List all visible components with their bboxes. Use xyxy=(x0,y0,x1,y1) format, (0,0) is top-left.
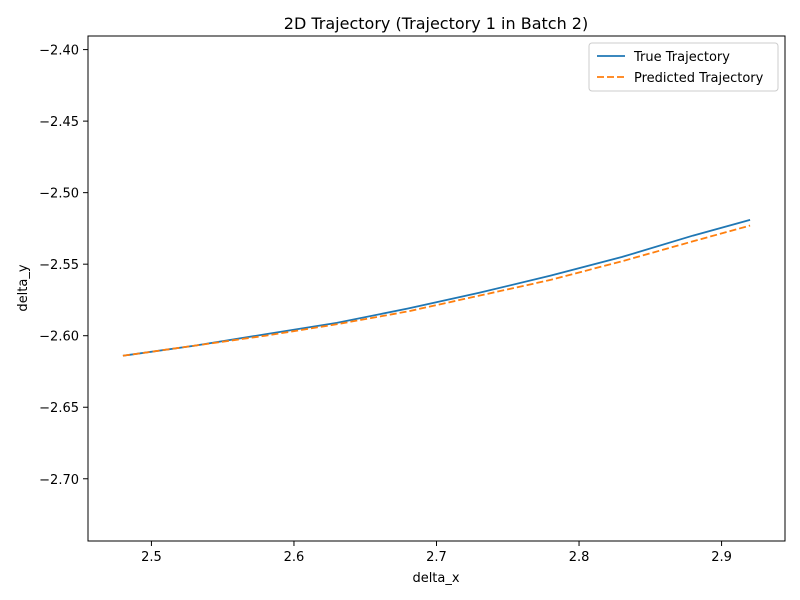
series-line-predicted-trajectory xyxy=(122,224,751,357)
x-axis-label: delta_x xyxy=(412,571,459,586)
x-tick-label: 2.7 xyxy=(426,550,447,565)
y-tick-label: −2.45 xyxy=(39,115,79,130)
plot-area xyxy=(122,218,751,357)
x-tick-label: 2.5 xyxy=(141,550,162,565)
x-tick-label: 2.8 xyxy=(569,550,590,565)
y-tick-label: −2.50 xyxy=(39,187,79,202)
x-axis: 2.5 2.6 2.7 2.8 2.9 xyxy=(141,541,732,565)
legend: True Trajectory Predicted Trajectory xyxy=(588,42,779,92)
y-tick-label: −2.70 xyxy=(39,473,79,488)
y-tick-label: −2.40 xyxy=(39,44,79,59)
y-tick-label: −2.65 xyxy=(39,401,79,416)
chart-title: 2D Trajectory (Trajectory 1 in Batch 2) xyxy=(284,14,588,33)
legend-box xyxy=(588,42,779,92)
legend-label: True Trajectory xyxy=(633,50,730,65)
y-axis: −2.40 −2.45 −2.50 −2.55 −2.60 −2.65 −2.70 xyxy=(39,44,88,488)
y-axis-label: delta_y xyxy=(16,264,31,311)
y-tick-label: −2.60 xyxy=(39,330,79,345)
series-line-true-trajectory xyxy=(122,218,751,357)
y-tick-label: −2.55 xyxy=(39,258,79,273)
legend-label: Predicted Trajectory xyxy=(634,71,764,86)
x-tick-label: 2.9 xyxy=(711,550,732,565)
x-tick-label: 2.6 xyxy=(284,550,305,565)
